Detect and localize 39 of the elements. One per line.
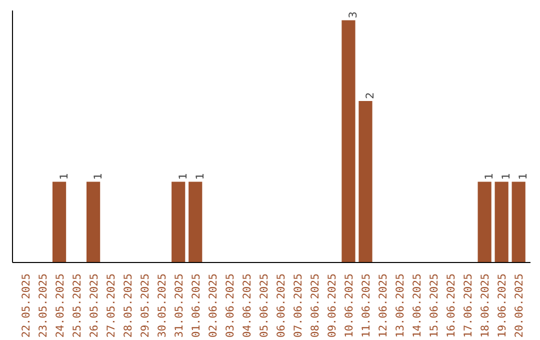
x-tick-label: 11.06.2025 bbox=[359, 274, 372, 338]
data-label: 1 bbox=[176, 172, 190, 180]
data-label: 1 bbox=[57, 172, 70, 180]
x-tick-label: 05.06.2025 bbox=[257, 274, 270, 338]
x-tick-label: 01.06.2025 bbox=[189, 274, 202, 338]
x-tick-label: 16.06.2025 bbox=[444, 274, 458, 338]
x-tick-label: 20.06.2025 bbox=[512, 274, 526, 338]
data-label: 2 bbox=[363, 92, 376, 99]
x-tick-label: 27.05.2025 bbox=[104, 274, 118, 338]
x-tick-label: 24.05.2025 bbox=[53, 274, 66, 338]
x-tick-label: 07.06.2025 bbox=[291, 274, 304, 338]
data-label: 1 bbox=[500, 172, 513, 180]
x-tick-label: 30.05.2025 bbox=[155, 274, 168, 338]
x-tick-label: 08.06.2025 bbox=[308, 274, 322, 338]
x-tick-label: 31.05.2025 bbox=[172, 274, 186, 338]
x-tick-label: 02.06.2025 bbox=[206, 274, 220, 338]
x-tick-label: 04.06.2025 bbox=[240, 274, 254, 338]
x-tick-label: 28.05.2025 bbox=[121, 274, 134, 338]
x-tick-label: 06.06.2025 bbox=[274, 274, 288, 338]
x-tick-label: 17.06.2025 bbox=[462, 274, 475, 338]
data-label: 1 bbox=[482, 172, 496, 180]
x-tick-label: 23.05.2025 bbox=[36, 274, 50, 338]
data-label: 1 bbox=[516, 172, 530, 180]
x-tick-label: 29.05.2025 bbox=[138, 274, 152, 338]
x-tick-label: 19.06.2025 bbox=[496, 274, 509, 338]
data-label: 1 bbox=[193, 172, 206, 180]
x-tick-label: 25.05.2025 bbox=[70, 274, 84, 338]
x-tick-label: 15.06.2025 bbox=[428, 274, 441, 338]
x-tick-label: 13.06.2025 bbox=[394, 274, 407, 338]
x-tick-label: 18.06.2025 bbox=[478, 274, 492, 338]
data-label: 1 bbox=[91, 172, 104, 180]
x-tick-label: 12.06.2025 bbox=[376, 274, 390, 338]
data-label: 3 bbox=[346, 11, 360, 18]
x-tick-label: 22.05.2025 bbox=[19, 274, 32, 338]
x-tick-label: 03.06.2025 bbox=[223, 274, 236, 338]
x-tick-label: 10.06.2025 bbox=[342, 274, 356, 338]
x-tick-label: 14.06.2025 bbox=[410, 274, 424, 338]
x-tick-label: 09.06.2025 bbox=[325, 274, 338, 338]
x-tick-label: 26.05.2025 bbox=[87, 274, 100, 338]
